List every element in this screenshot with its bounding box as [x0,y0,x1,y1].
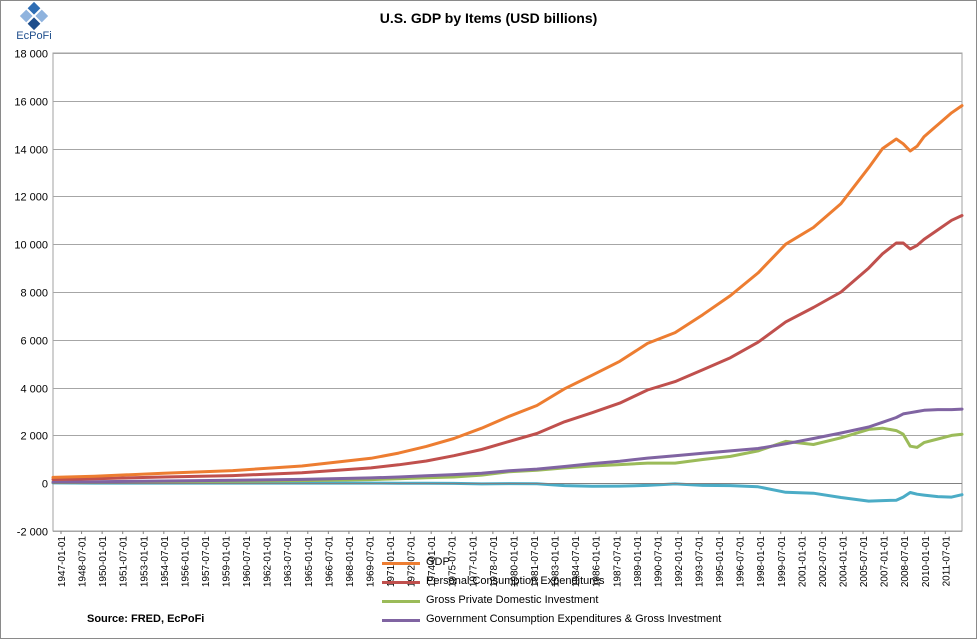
x-tick-label: 2008-07-01 [900,536,911,588]
x-tick-label: 2004-01-01 [838,536,849,588]
legend-label-government: Government Consumption Expenditures & Gr… [426,613,722,625]
y-tick-label: 14 000 [14,145,48,157]
x-tick-label: 1948-07-01 [78,536,89,588]
x-tick-label: 1983-01-01 [551,536,562,588]
legend-swatch-gdp [382,562,420,565]
y-tick-label: 6 000 [20,336,48,348]
x-tick-label: 1965-01-01 [304,536,315,588]
ecpofi-logo: EcPoFi [4,1,64,42]
x-tick-label: 1953-01-01 [139,536,150,588]
x-tick-label: 2010-01-01 [921,536,932,588]
x-tick-label: 2007-01-01 [880,536,891,588]
x-tick-label: 1975-07-01 [448,536,459,588]
x-tick-label: 1947-01-01 [57,536,68,588]
x-tick-label: 1960-07-01 [242,536,253,588]
x-tick-label: 2002-07-01 [818,536,829,588]
x-tick-label: 1999-07-01 [777,536,788,588]
y-tick-label: 10 000 [14,240,48,252]
x-tick-label: 1987-07-01 [612,536,623,588]
x-tick-label: 1969-07-01 [365,536,376,588]
y-tick-label: -2 000 [17,527,48,539]
legend-swatch-personal-consumption [382,581,420,584]
x-tick-label: 1974-01-01 [427,536,438,588]
x-tick-label: 2005-07-01 [859,536,870,588]
y-tick-label: 8 000 [20,288,48,300]
y-tick-label: 18 000 [14,49,48,61]
legend-swatch-private-investment [382,600,420,603]
x-tick-label: 1980-01-01 [509,536,520,588]
x-tick-label: 2001-01-01 [797,536,808,588]
legend-label-personal-consumption: Personal Consumption Expenditures [426,575,605,587]
x-tick-label: 1998-01-01 [756,536,767,588]
x-tick-label: 2011-07-01 [941,536,952,587]
x-tick-label: 1978-07-01 [489,536,500,588]
chart-title: U.S. GDP by Items (USD billions) [379,10,598,26]
x-tick-label: 1962-01-01 [263,536,274,588]
y-tick-label: 16 000 [14,97,48,109]
legend-swatch-government [382,619,420,622]
x-tick-label: 1954-07-01 [160,536,171,588]
x-tick-label: 1972-07-01 [407,536,418,588]
x-tick-label: 1984-07-01 [571,536,582,588]
x-tick-label: 1992-01-01 [674,536,685,588]
series-line-net-exports [51,481,964,503]
x-tick-label: 1990-07-01 [653,536,664,588]
x-tick-label: 1956-01-01 [180,536,191,588]
x-tick-label: 1957-07-01 [201,536,212,588]
legend-label-private-investment: Gross Private Domestic Investment [426,594,599,606]
y-tick-label: 0 [42,479,48,491]
logo-mark-icon [19,1,49,31]
series-line-personal-consumption-expenditures [51,214,964,481]
x-tick-label: 1995-01-01 [715,536,726,588]
series-line-gross-private-domestic-investment [51,426,964,484]
source-note: Source: FRED, EcPoFi [87,613,205,625]
x-tick-label: 1977-01-01 [468,536,479,588]
x-tick-label: 1993-07-01 [695,536,706,588]
y-tick-label: 4 000 [20,384,48,396]
series-line-government-consumption-expenditures-gross-investment [51,407,964,484]
x-tick-label: 1989-01-01 [633,536,644,588]
x-tick-label: 1963-07-01 [283,536,294,588]
x-tick-label: 1971-01-01 [386,536,397,588]
legend-label-gdp: GDP [426,556,450,568]
x-tick-label: 1966-07-01 [324,536,335,588]
x-tick-label: 1996-07-01 [736,536,747,588]
x-tick-label: 1986-01-01 [592,536,603,588]
y-tick-label: 12 000 [14,192,48,204]
x-tick-label: 1981-07-01 [530,536,541,588]
logo-text: EcPoFi [16,30,52,42]
y-tick-label: 2 000 [20,431,48,443]
x-tick-label: 1951-07-01 [119,536,130,588]
x-tick-label: 1968-01-01 [345,536,356,588]
series-line-gdp [51,104,964,479]
x-tick-label: 1950-01-01 [98,536,109,588]
x-tick-label: 1959-01-01 [222,536,233,588]
